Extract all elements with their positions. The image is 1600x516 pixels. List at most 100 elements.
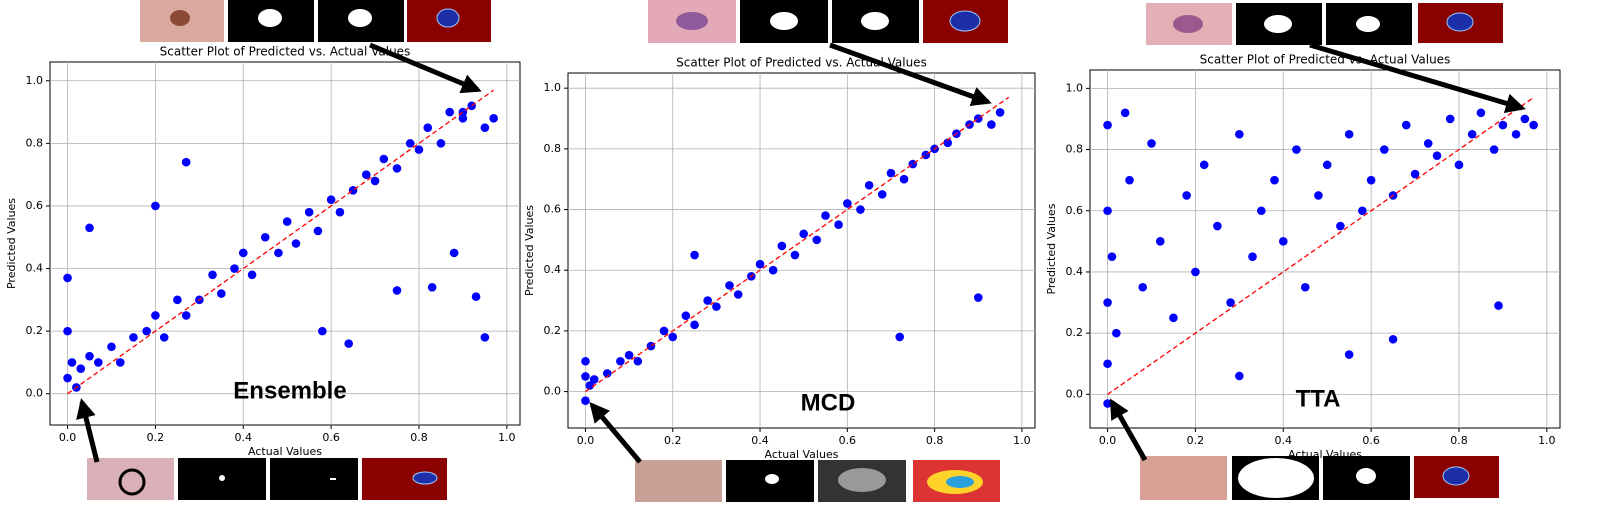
annotation: MCD [801,389,856,416]
point [1112,328,1121,338]
point [690,320,699,330]
point [151,201,160,211]
lesion [170,10,190,26]
point [856,205,865,214]
x-tick-label: 0.0 [577,434,595,447]
mask-image [270,458,358,500]
point [1410,169,1420,179]
point [304,207,314,217]
chart-title: Scatter Plot of Predicted vs. Actual Val… [1200,53,1451,67]
point [274,248,283,258]
point [159,333,169,342]
point [733,290,743,299]
point [1120,108,1130,118]
heatmap-blob [412,471,438,485]
x-tick-label: 0.6 [1362,434,1380,447]
mask-blob [770,12,798,30]
point [480,123,490,133]
point [230,264,239,273]
mask-blob [258,9,282,27]
point [633,356,643,366]
point [973,293,983,302]
y-tick-label: 0.4 [544,263,562,276]
mask-blob [861,12,889,30]
point [995,108,1005,117]
point [725,281,734,290]
y-tick-label: 0.8 [1066,143,1084,156]
point [886,168,896,178]
point [370,176,380,186]
point [581,396,590,405]
point [335,207,345,217]
point [1467,129,1477,139]
point [755,259,765,269]
point [326,195,336,204]
point [812,235,822,245]
scatter-plot: 0.0 0.2 0.4 0.6 0.8 1.0 0.0 0.2 0.4 0.6 0.8 1.0 Scat… [1045,53,1561,461]
arrow [829,42,992,106]
point [581,372,590,381]
point [67,358,77,367]
y-axis-label: Predicted Values [5,198,18,289]
point [1322,160,1332,170]
point [445,107,455,117]
point [821,211,830,220]
x-tick-label: 0.8 [410,431,428,444]
point [1103,120,1112,130]
point [943,138,953,148]
x-tick-label: 0.6 [839,434,857,447]
point [318,326,327,336]
point [1103,399,1112,408]
point [589,375,599,384]
point [1529,120,1538,130]
x-tick-label: 0.0 [59,431,77,444]
y-tick-label: 1.0 [544,81,562,94]
point [1336,221,1345,231]
point [1278,237,1288,246]
point [291,239,301,248]
point [1191,267,1200,277]
arrow [369,42,482,94]
y-tick-label: 1.0 [1066,81,1084,94]
point [1199,160,1209,170]
point [1125,175,1134,185]
point [129,333,138,342]
point [668,332,678,342]
x-tick-label: 1.0 [498,431,516,444]
x-tick-label: 1.0 [1013,434,1031,447]
point [1344,350,1354,359]
skin-image [1140,456,1227,500]
point [142,326,151,336]
point [85,223,94,233]
point [392,286,402,295]
point [690,250,699,260]
arrows [76,42,1526,464]
y-tick-label: 0.0 [1066,387,1084,400]
point [799,229,808,239]
x-tick-label: 0.4 [751,434,769,447]
point [208,270,217,280]
point [1401,120,1411,130]
point [777,241,787,251]
point [1257,206,1266,216]
point [834,220,843,230]
point [85,351,94,361]
mask-blob [1238,458,1314,498]
point [895,332,905,342]
mask-blob [1356,468,1376,484]
point [181,157,191,167]
point [423,123,433,133]
point [973,114,983,123]
mask-blob [1264,15,1292,33]
point [659,326,669,336]
point [238,248,248,258]
point [489,114,498,123]
point [1213,221,1222,231]
point [63,326,72,336]
x-tick-label: 0.8 [1450,434,1468,447]
x-axis-label: Actual Values [248,445,322,458]
y-tick-label: 0.6 [1066,204,1084,217]
scatter-plot: 0.0 0.2 0.4 0.6 0.8 1.0 0.0 0.2 0.4 0.6 0.8 1.0 Scat… [5,45,521,458]
point [458,114,468,123]
